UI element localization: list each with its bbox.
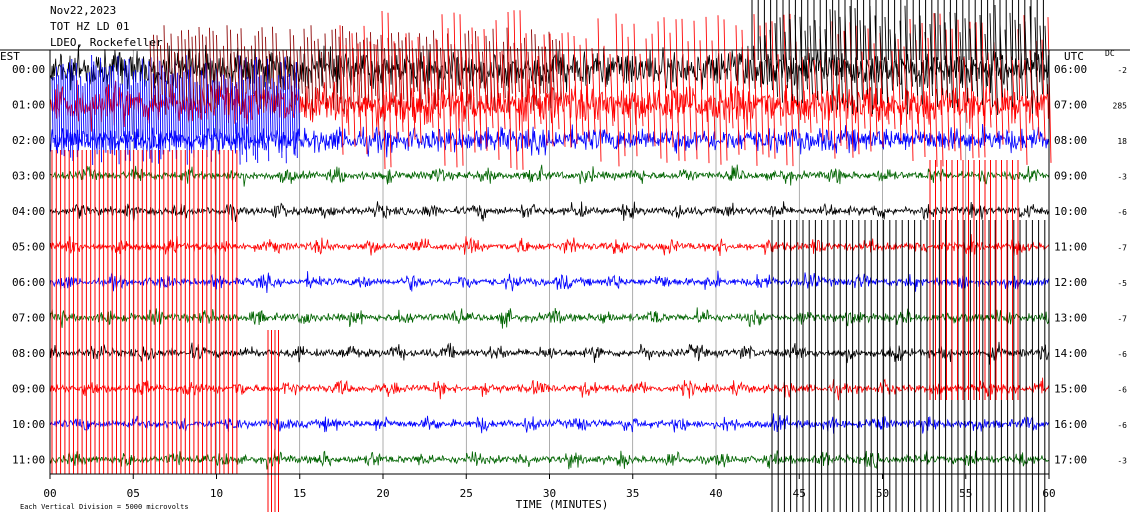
dc-offset-label: -6 <box>1117 208 1127 217</box>
x-tick-label: 10 <box>210 487 223 500</box>
trace-row-03:00 <box>49 164 1050 187</box>
axis-labels: Nov22,2023 TOT HZ LD 01 LDEO, Rockefeller E… <box>0 4 1127 511</box>
x-tick-label: 40 <box>709 487 722 500</box>
header-location: LDEO, Rockefeller <box>50 36 163 49</box>
utc-time-label: 13:00 <box>1054 312 1087 325</box>
x-tick-label: 15 <box>293 487 306 500</box>
utc-time-label: 17:00 <box>1054 454 1087 467</box>
trace-row-04:00 <box>49 201 1050 223</box>
blue-quake-waves <box>51 54 300 166</box>
est-time-label: 02:00 <box>12 134 45 147</box>
dc-offset-label: -6 <box>1117 350 1127 359</box>
dc-offset-label: -6 <box>1117 386 1127 395</box>
plot-frame <box>0 49 1130 479</box>
est-time-label: 03:00 <box>12 170 45 183</box>
utc-time-label: 07:00 <box>1054 99 1087 112</box>
x-tick-label: 00 <box>43 487 56 500</box>
est-time-label: 04:00 <box>12 205 45 218</box>
trace-row-08:00 <box>49 341 1050 365</box>
trace-row-05:00 <box>49 234 1050 257</box>
x-tick-label: 35 <box>626 487 639 500</box>
dc-offset-label: -3 <box>1117 457 1127 466</box>
est-time-label: 00:00 <box>12 63 45 76</box>
dc-offset-label: -3 <box>1117 173 1127 182</box>
left-zone-label: EST <box>0 50 20 63</box>
est-time-label: 06:00 <box>12 276 45 289</box>
utc-time-label: 15:00 <box>1054 383 1087 396</box>
est-time-label: 01:00 <box>12 99 45 112</box>
footer-note: Each Vertical Division = 5000 microvolts <box>20 503 189 511</box>
est-time-label: 05:00 <box>12 241 45 254</box>
x-axis-label: TIME (MINUTES) <box>516 498 609 511</box>
utc-time-label: 14:00 <box>1054 347 1087 360</box>
black-clipped-strokes <box>771 220 1046 512</box>
dc-label: DC <box>1105 49 1115 58</box>
est-time-label: 07:00 <box>12 312 45 325</box>
seismic-traces <box>49 44 1050 470</box>
trace-row-09:00 <box>49 377 1050 401</box>
dc-offset-label: 18 <box>1117 137 1127 146</box>
x-tick-label: 05 <box>127 487 140 500</box>
dc-offset-label: -7 <box>1117 244 1127 253</box>
trace-row-02:00 <box>49 122 1050 158</box>
est-time-label: 10:00 <box>12 418 45 431</box>
utc-time-label: 08:00 <box>1054 134 1087 147</box>
header-date: Nov22,2023 <box>50 4 116 17</box>
dc-offset-label: 285 <box>1113 102 1128 111</box>
x-tick-label: 50 <box>876 487 889 500</box>
black-clipped-top <box>751 0 1044 60</box>
utc-time-label: 09:00 <box>1054 170 1087 183</box>
trace-row-00:00 <box>49 44 1050 94</box>
trace-row-11:00 <box>49 448 1050 470</box>
clipped-overlays <box>51 0 1052 512</box>
est-time-label: 08:00 <box>12 347 45 360</box>
utc-time-label: 16:00 <box>1054 418 1087 431</box>
utc-time-label: 11:00 <box>1054 241 1087 254</box>
dc-offset-label: -5 <box>1117 279 1127 288</box>
x-tick-label: 60 <box>1042 487 1055 500</box>
header-channel: TOT HZ LD 01 <box>50 20 129 33</box>
utc-time-label: 12:00 <box>1054 276 1087 289</box>
utc-time-label: 06:00 <box>1054 63 1087 76</box>
black-quake-waves <box>759 4 1048 116</box>
x-tick-label: 20 <box>376 487 389 500</box>
trace-row-07:00 <box>49 307 1050 329</box>
utc-time-label: 10:00 <box>1054 205 1087 218</box>
trace-row-01:00 <box>49 79 1050 132</box>
dc-offset-label: -7 <box>1117 315 1127 324</box>
est-time-label: 11:00 <box>12 454 45 467</box>
est-time-label: 09:00 <box>12 383 45 396</box>
red-clipped-right <box>929 160 1019 400</box>
right-zone-label: UTC <box>1064 50 1084 63</box>
x-tick-label: 25 <box>460 487 473 500</box>
x-tick-label: 45 <box>793 487 806 500</box>
red-clipped-strokes <box>51 150 238 474</box>
grid-lines <box>132 50 967 474</box>
dc-offset-label: -6 <box>1117 421 1127 430</box>
dc-offset-label: -2 <box>1117 66 1127 75</box>
x-tick-label: 30 <box>543 487 556 500</box>
trace-row-06:00 <box>49 270 1050 294</box>
x-tick-label: 55 <box>959 487 972 500</box>
red-clipped-strokes-2 <box>267 330 279 512</box>
red-quake-waves <box>339 10 1052 170</box>
trace-row-10:00 <box>49 413 1050 434</box>
